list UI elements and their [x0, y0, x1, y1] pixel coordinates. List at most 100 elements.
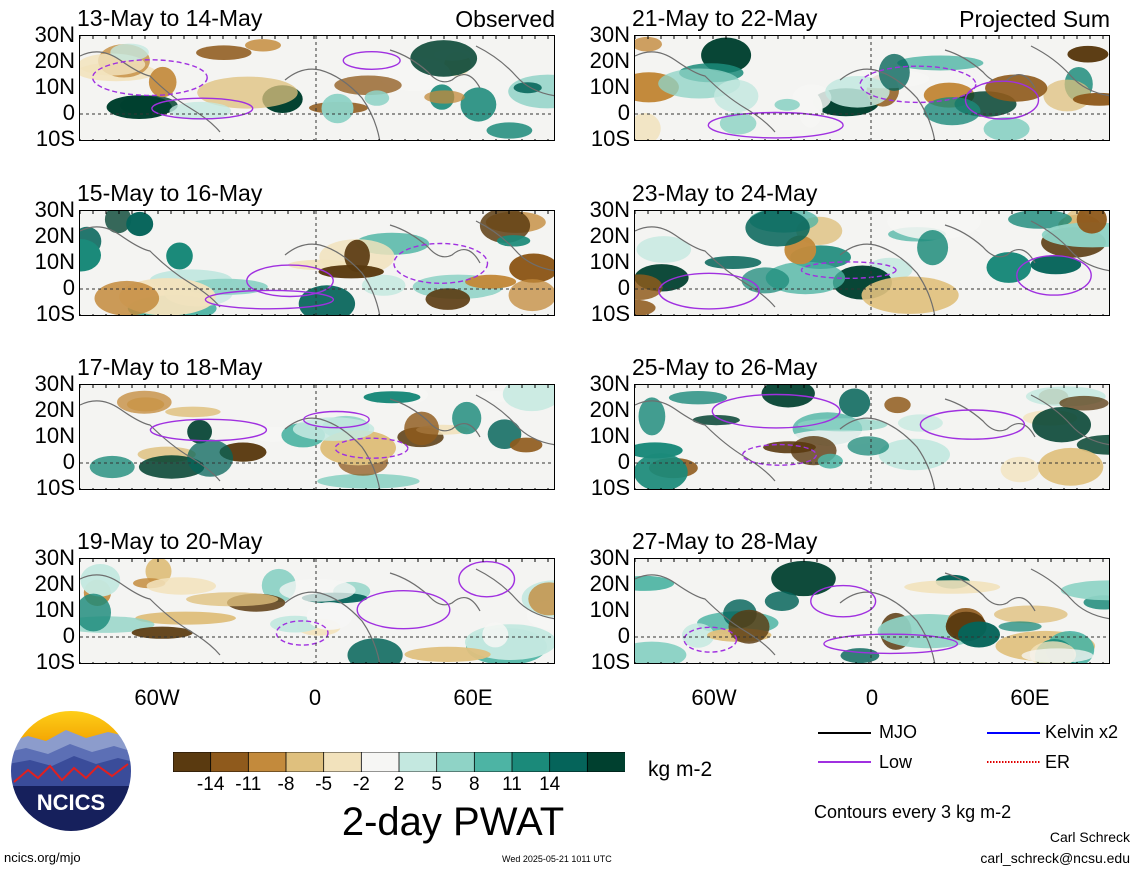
lat-label: 0 — [617, 100, 630, 125]
pwat-anomaly — [1072, 92, 1109, 106]
contour-legend-lines — [818, 732, 1040, 763]
lat-label: 0 — [62, 275, 75, 300]
lat-label: 20N — [34, 571, 75, 596]
pwat-anomaly — [89, 455, 135, 479]
lat-label: 30N — [34, 545, 75, 570]
pwat-anomaly — [1008, 211, 1072, 229]
pwat-anomaly — [904, 580, 1001, 594]
low-contour — [151, 97, 254, 120]
pwat-anomaly — [797, 418, 888, 432]
pwat-anomaly — [347, 638, 403, 663]
pwat-anomaly — [635, 36, 662, 52]
pwat-anomaly — [334, 75, 402, 96]
pwat-anomaly — [638, 397, 666, 436]
pwat-anomaly — [635, 453, 688, 489]
pwat-anomaly — [126, 211, 154, 237]
low-contour — [658, 272, 760, 310]
lat-label: 10S — [590, 475, 630, 500]
coastline — [635, 400, 776, 482]
coastline — [944, 224, 1036, 264]
panel-title: 17-May to 18-May — [77, 354, 263, 380]
ncics-logo-text: NCICS — [37, 790, 105, 815]
colorbar-swatch — [586, 751, 626, 773]
legend-label-low: Low — [879, 752, 913, 772]
pwat-anomaly — [1021, 648, 1094, 663]
pwat-anomaly — [146, 577, 216, 595]
lat-label: 0 — [617, 449, 630, 474]
lat-label: 10S — [35, 126, 75, 151]
pwat-map-panel — [79, 35, 555, 141]
colorbar-swatch — [285, 751, 325, 773]
colorbar-tick-label: 11 — [502, 774, 522, 795]
column-tag-0: Observed — [455, 6, 555, 32]
colorbar-swatch — [436, 751, 476, 773]
pwat-anomaly — [681, 623, 715, 648]
pwat-anomaly — [187, 419, 212, 444]
coastline — [284, 591, 381, 663]
lat-label: 10N — [34, 249, 75, 274]
pwat-anomaly — [1000, 456, 1040, 483]
colorbar-tick-label: 8 — [469, 774, 480, 795]
lat-label: 20N — [589, 571, 630, 596]
low-contour — [458, 560, 516, 598]
coastline — [389, 572, 481, 612]
pwat-anomaly — [839, 388, 871, 418]
pwat-anomaly — [635, 299, 656, 315]
coastline — [475, 45, 554, 97]
pwat-anomaly — [983, 117, 1030, 140]
pwat-anomaly — [363, 391, 421, 404]
pwat-anomaly — [486, 122, 533, 139]
coastline — [389, 49, 481, 89]
pwat-anomaly — [317, 473, 420, 489]
lat-label: 0 — [617, 275, 630, 300]
colorbar-tick-label: 2 — [393, 774, 405, 795]
low-contour — [1016, 255, 1092, 296]
pwat-map — [80, 559, 554, 663]
pwat-anomaly — [668, 391, 728, 405]
pwat-anomaly — [861, 276, 959, 314]
lon-label-60e-right: 60E — [1010, 685, 1050, 710]
pwat-anomaly — [117, 390, 172, 414]
coastline — [284, 417, 381, 489]
pwat-map-panel — [634, 210, 1110, 316]
pwat-anomaly — [502, 385, 554, 412]
pwat-anomaly — [186, 592, 279, 607]
pwat-anomaly — [135, 611, 236, 625]
coastline — [389, 224, 481, 264]
lat-label: 10S — [35, 301, 75, 326]
coastline — [839, 591, 936, 663]
lat-label: 30N — [589, 545, 630, 570]
pwat-anomaly — [635, 442, 683, 459]
pwat-anomaly — [424, 90, 465, 104]
pwat-anomaly — [704, 256, 762, 269]
contour-legend: MJO Kelvin x2 Low ER — [815, 722, 1125, 777]
lat-label: 30N — [34, 22, 75, 47]
lat-label: 20N — [34, 397, 75, 422]
coastline — [1030, 394, 1109, 446]
pwat-anomaly — [479, 211, 531, 243]
lon-label-60w-right: 60W — [691, 685, 737, 710]
pwat-anomaly — [1030, 255, 1082, 275]
pwat-anomaly — [110, 43, 149, 61]
pwat-anomaly — [197, 76, 298, 109]
panel-title: 21-May to 22-May — [632, 5, 818, 31]
colorbar-title: 2-day PWAT — [341, 800, 565, 844]
colorbar-swatch — [511, 751, 551, 773]
colorbar-swatch — [398, 751, 438, 773]
pwat-anomaly — [1076, 434, 1109, 455]
pwat-anomaly — [270, 615, 320, 633]
pwat-anomaly — [958, 621, 1000, 648]
lon-label-0-right: 0 — [865, 685, 879, 710]
low-contour — [810, 584, 877, 618]
colorbar-swatch — [210, 751, 250, 773]
pwat-anomaly — [509, 437, 543, 453]
lat-label: 30N — [34, 197, 75, 222]
coastline — [80, 51, 221, 133]
legend-label-mjo: MJO — [879, 722, 917, 742]
low-contour — [393, 242, 489, 284]
panel-title: 15-May to 16-May — [77, 180, 263, 206]
panel-title: 25-May to 26-May — [632, 354, 818, 380]
coastline — [944, 398, 1036, 438]
pwat-anomaly — [636, 236, 692, 263]
pwat-map — [80, 385, 554, 489]
